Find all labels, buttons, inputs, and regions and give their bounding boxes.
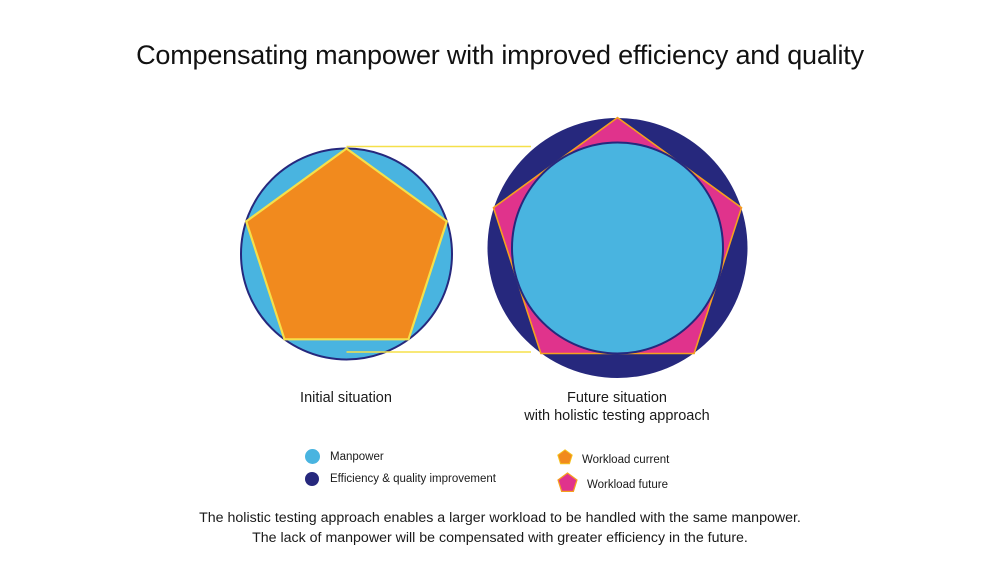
legend-item-efficiency: Efficiency & quality improvement xyxy=(305,472,496,486)
caption-future-situation: Future situation with holistic testing a… xyxy=(524,390,710,424)
legend-label-manpower: Manpower xyxy=(330,450,384,463)
initial-situation-figure xyxy=(240,147,453,361)
legend-pentagon-icon-workload-future xyxy=(557,472,578,498)
legend-label-efficiency: Efficiency & quality improvement xyxy=(330,473,496,485)
legend-item-workload-current: Workload current xyxy=(557,449,669,470)
legend-label-workload-current: Workload current xyxy=(582,453,670,466)
legend-item-workload-future: Workload future xyxy=(557,472,668,498)
legend-circle-icon-efficiency xyxy=(305,472,319,486)
legend-label-workload-future: Workload future xyxy=(587,479,668,491)
alignment-guide-lines xyxy=(346,145,531,353)
caption-initial-situation: Initial situation xyxy=(300,390,392,406)
legend-item-manpower: Manpower xyxy=(305,449,384,464)
workload-current-pentagon xyxy=(244,147,449,341)
legend-circle-icon-manpower xyxy=(305,449,320,464)
future-situation-figure xyxy=(487,116,748,378)
legend-pentagon-icon-workload-current xyxy=(557,449,573,470)
footnote-text: The holistic testing approach enables a … xyxy=(199,510,801,546)
legend: Manpower Efficiency & quality improvemen… xyxy=(305,445,725,497)
page-title: Compensating manpower with improved effi… xyxy=(136,40,864,70)
manpower-inner-circle xyxy=(511,141,724,355)
